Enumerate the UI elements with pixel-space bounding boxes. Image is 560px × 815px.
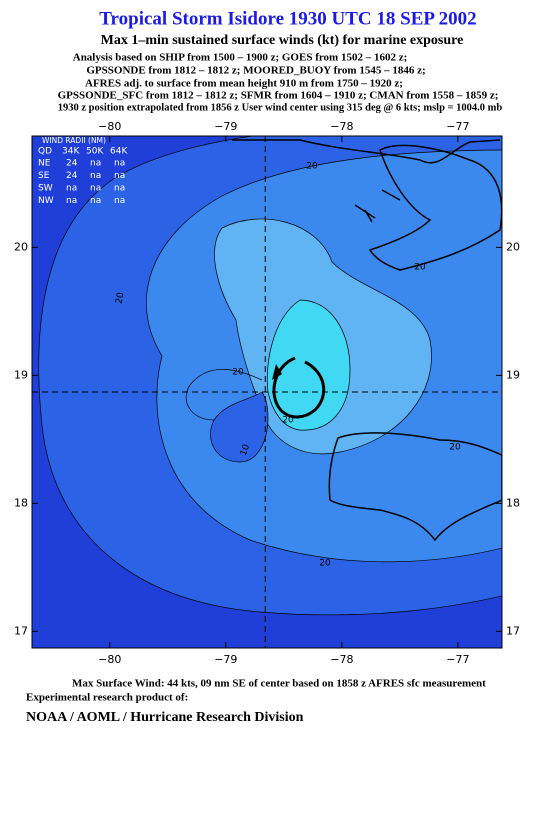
y-tick-label: 19 [506, 368, 520, 381]
axes: −80 −80 −79 −79 −78 −78 −77 −77 17 17 18 18 19 19 20 20… [14, 120, 520, 666]
max-wind: Max Surface Wind: 44 kts, 09 nm SE of ce… [72, 678, 486, 690]
wind-radii-header: QD [38, 147, 52, 157]
contour-label: 20 [449, 443, 461, 453]
wind-radii-cell: na [114, 196, 125, 206]
y-tick-label: 18 [14, 496, 28, 509]
wind-radii-cell: na [114, 171, 125, 181]
contour-label: 20 [282, 416, 294, 426]
wind-radii-header: 50K [86, 147, 104, 157]
wind-radii-cell: 24 [66, 159, 78, 169]
y-tick-label: 17 [14, 624, 28, 637]
x-tick-label: −77 [446, 653, 469, 666]
y-tick-label: 17 [506, 624, 520, 637]
wind-radii-cell: NE [38, 159, 51, 169]
x-tick-label: −78 [330, 653, 353, 666]
wind-radii-title: WIND RADII (NM) [42, 136, 106, 145]
note: GPSSONDE from 1812 – 1812 z; MOORED_BUOY… [86, 65, 425, 77]
contour-label: 20 [319, 559, 331, 569]
y-tick-label: 20 [14, 240, 28, 253]
y-tick-label: 19 [14, 368, 28, 381]
title: Tropical Storm Isidore 1930 UTC 18 SEP 2… [99, 8, 476, 29]
x-tick-label: −77 [446, 120, 469, 133]
wind-field [32, 136, 502, 648]
organization: NOAA / AOML / Hurricane Research Divisio… [26, 710, 304, 725]
note: GPSSONDE_SFC from 1812 – 1812 z; SFMR fr… [58, 90, 499, 102]
wind-radii-cell: 24 [66, 171, 78, 181]
wind-radii-header: 64K [110, 147, 128, 157]
y-tick-label: 20 [506, 240, 520, 253]
contour-label: 20 [414, 263, 426, 273]
wind-radii-header: 34K [62, 147, 80, 157]
contour-label: 20 [306, 162, 318, 172]
x-tick-label: −80 [98, 653, 121, 666]
wind-radii-cell: na [114, 184, 125, 194]
note: Analysis based on SHIP from 1500 – 1900 … [73, 52, 408, 64]
wind-radii-cell: na [90, 196, 101, 206]
wind-radii-cell: na [90, 171, 101, 181]
wind-radii-cell: na [90, 159, 101, 169]
subtitle: Max 1–min sustained surface winds (kt) f… [101, 33, 464, 48]
contour-label: 10 [239, 443, 252, 457]
wind-radii-cell: SW [38, 184, 53, 194]
x-tick-label: −79 [214, 653, 237, 666]
wind-radii-cell: na [114, 159, 125, 169]
x-tick-label: −80 [98, 120, 121, 133]
wind-radii-cell: na [66, 196, 77, 206]
wind-radii-cell: NW [38, 196, 54, 206]
contour-label: 20 [115, 291, 127, 304]
credit: Experimental research product of: [26, 692, 188, 704]
x-tick-label: −79 [214, 120, 237, 133]
wind-radii-cell: na [66, 184, 77, 194]
wind-radii-cell: SE [38, 171, 50, 181]
note: AFRES adj. to surface from mean height 9… [85, 78, 403, 90]
contour-label: 20 [232, 368, 244, 378]
note: 1930 z position extrapolated from 1856 z… [58, 102, 503, 113]
wind-radii-cell: na [90, 184, 101, 194]
x-tick-label: −78 [330, 120, 353, 133]
y-tick-label: 18 [506, 496, 520, 509]
